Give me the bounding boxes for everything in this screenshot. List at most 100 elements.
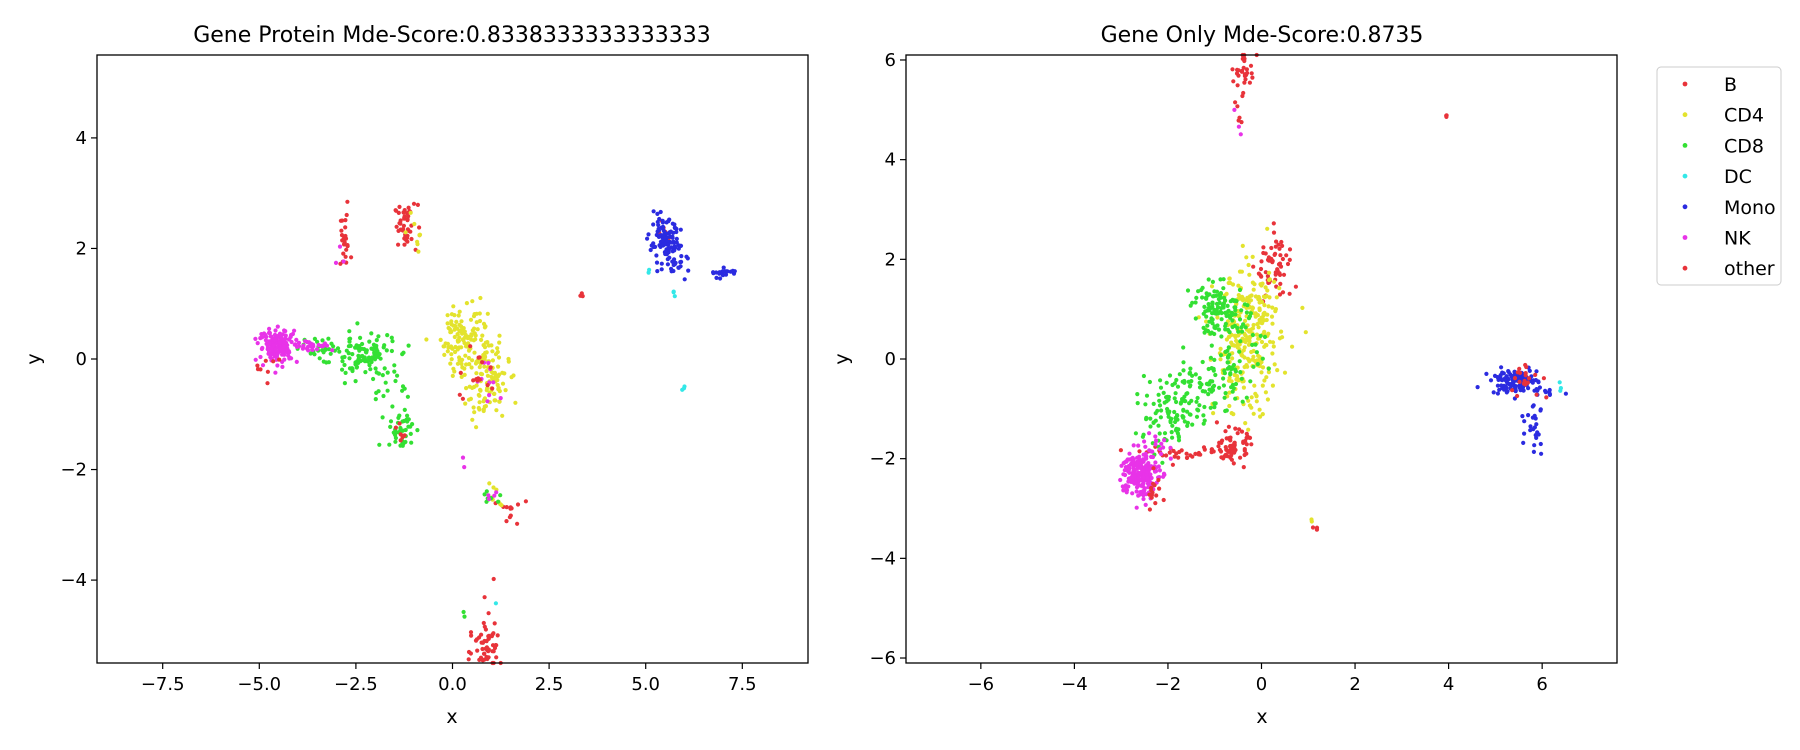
scatter-point — [485, 386, 490, 391]
scatter-point — [1231, 461, 1236, 466]
scatter-point — [335, 346, 341, 351]
scatter-point — [468, 317, 474, 322]
scatter-point — [337, 244, 343, 249]
scatter-point — [1539, 451, 1544, 456]
scatter-point — [1138, 483, 1143, 488]
scatter-point — [1257, 308, 1262, 313]
legend-frame — [1656, 66, 1782, 286]
scatter-point — [1184, 455, 1190, 460]
scatter-point — [389, 335, 394, 340]
scatter-point — [665, 262, 671, 267]
scatter-point — [504, 505, 509, 510]
y-tick-label: 2 — [76, 238, 87, 259]
scatter-point — [355, 321, 360, 326]
scatter-point — [1145, 476, 1150, 481]
right-ticks: −6 −4 −2 0 2 4 6 −6 −4 −2 0 2 4 6 — [869, 50, 1547, 695]
scatter-point — [1243, 318, 1248, 323]
scatter-point — [1227, 403, 1232, 409]
scatter-point — [1547, 387, 1552, 393]
left-chart-title: Gene Protein Mde-Score:0.833833333333333… — [193, 23, 711, 48]
scatter-point — [376, 334, 381, 339]
scatter-point — [1156, 477, 1161, 483]
scatter-point — [1255, 322, 1260, 327]
scatter-point — [671, 289, 676, 294]
scatter-point — [678, 227, 683, 232]
scatter-point — [1223, 310, 1228, 315]
scatter-point — [1244, 310, 1249, 315]
scatter-point — [1147, 431, 1152, 436]
scatter-point — [1247, 359, 1252, 364]
scatter-point — [286, 337, 291, 342]
scatter-point — [1224, 436, 1229, 441]
scatter-point — [509, 375, 514, 380]
scatter-point — [1277, 286, 1282, 291]
scatter-point — [493, 398, 498, 403]
scatter-point — [1212, 357, 1217, 362]
x-tick-label: −2.5 — [334, 674, 378, 695]
scatter-point — [349, 255, 354, 260]
scatter-point — [1535, 387, 1540, 392]
scatter-point — [1174, 399, 1179, 405]
scatter-point — [1222, 295, 1227, 300]
scatter-point — [477, 355, 482, 360]
scatter-point — [1162, 438, 1167, 443]
scatter-point — [500, 370, 505, 375]
scatter-point — [381, 393, 386, 399]
scatter-point — [1172, 454, 1177, 459]
scatter-point — [462, 340, 467, 346]
scatter-point — [1197, 385, 1203, 390]
scatter-point — [1517, 379, 1522, 384]
scatter-point — [442, 352, 447, 357]
scatter-point — [1141, 373, 1146, 379]
scatter-point — [455, 347, 460, 352]
scatter-point — [1260, 412, 1265, 417]
scatter-point — [374, 343, 379, 348]
scatter-point — [343, 233, 348, 239]
scatter-point — [320, 344, 325, 349]
scatter-point — [1151, 420, 1156, 425]
scatter-point — [495, 633, 500, 638]
scatter-point — [1206, 366, 1211, 372]
scatter-point — [1148, 472, 1153, 477]
scatter-point — [402, 236, 407, 241]
scatter-point — [1232, 107, 1237, 112]
scatter-point — [333, 260, 339, 265]
scatter-point — [368, 367, 373, 372]
right-series-cd4 — [1196, 226, 1314, 524]
scatter-point — [1249, 395, 1254, 400]
scatter-point — [469, 333, 474, 338]
scatter-point — [481, 651, 487, 656]
scatter-point — [1182, 394, 1187, 399]
scatter-point — [1499, 383, 1504, 388]
scatter-point — [1218, 353, 1224, 358]
x-tick-label: 0 — [1256, 674, 1267, 695]
scatter-point — [1444, 114, 1449, 119]
scatter-point — [1314, 527, 1319, 532]
scatter-point — [1266, 304, 1271, 309]
scatter-point — [338, 218, 343, 223]
scatter-point — [1506, 369, 1511, 374]
scatter-point — [1236, 329, 1241, 334]
scatter-point — [1223, 349, 1228, 354]
scatter-point — [1193, 451, 1198, 456]
scatter-point — [1177, 372, 1182, 377]
scatter-point — [1259, 315, 1264, 320]
scatter-point — [660, 218, 665, 223]
scatter-point — [1154, 493, 1159, 498]
scatter-point — [1254, 399, 1259, 404]
scatter-point — [461, 609, 466, 615]
scatter-point — [1149, 454, 1154, 459]
scatter-point — [1232, 372, 1237, 378]
scatter-point — [1520, 414, 1525, 419]
scatter-point — [1259, 259, 1264, 264]
y-tick-label: −2 — [869, 449, 896, 470]
scatter-point — [1145, 481, 1151, 486]
x-tick-label: −5.0 — [237, 674, 281, 695]
left-x-axis-label: x — [446, 706, 457, 728]
scatter-point — [1181, 368, 1186, 373]
scatter-point — [1221, 286, 1226, 291]
scatter-point — [1258, 414, 1263, 419]
scatter-point — [1156, 392, 1161, 397]
scatter-point — [681, 386, 687, 391]
scatter-point — [408, 431, 413, 436]
